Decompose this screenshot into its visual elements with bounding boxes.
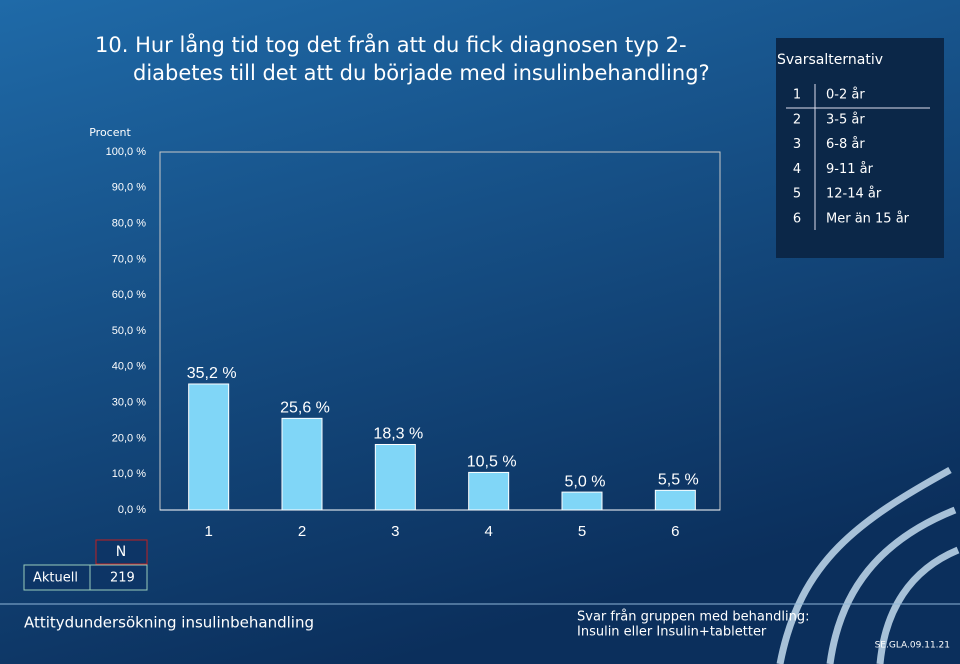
legend-panel [776, 38, 944, 258]
legend-label: Mer än 15 år [826, 212, 910, 227]
data-label: 10,5 % [467, 454, 517, 471]
legend-key: 1 [793, 88, 801, 103]
bar [281, 417, 323, 511]
x-tick-label: 4 [484, 523, 492, 540]
n-row [23, 564, 148, 591]
legend-key: 5 [793, 187, 801, 202]
y-tick-label: 0,0 % [118, 504, 146, 516]
bar [188, 383, 230, 511]
data-label: 18,3 % [373, 426, 423, 443]
y-tick-label: 70,0 % [112, 253, 146, 265]
y-tick-label: 80,0 % [112, 218, 146, 230]
n-header-cell [95, 539, 148, 565]
n-header: N [116, 544, 126, 560]
y-tick-label: 40,0 % [112, 361, 146, 373]
n-value: 219 [110, 571, 135, 586]
legend-key: 2 [793, 112, 801, 127]
legend-label: 9-11 år [826, 162, 874, 177]
y-tick-label: 90,0 % [112, 182, 146, 194]
y-tick-label: 50,0 % [112, 325, 146, 337]
y-axis-label: Procent [89, 126, 131, 139]
y-tick-label: 100,0 % [106, 146, 147, 158]
x-tick-label: 5 [578, 523, 586, 540]
legend-label: 0-2 år [826, 88, 865, 103]
y-tick-label: 60,0 % [112, 289, 146, 301]
x-tick-label: 6 [671, 523, 679, 540]
decoration [776, 466, 960, 664]
chart-title: diabetes till det att du började med ins… [133, 61, 710, 85]
x-tick-label: 1 [204, 523, 212, 540]
data-label: 35,2 % [187, 365, 237, 382]
bar [374, 443, 416, 511]
x-tick-label: 2 [298, 523, 306, 540]
legend-title: Svarsalternativ [777, 52, 883, 68]
y-tick-label: 30,0 % [112, 397, 146, 409]
legend-key: 3 [793, 137, 801, 152]
data-label: 25,6 % [280, 400, 330, 417]
legend-key: 4 [793, 162, 801, 177]
legend-key: 6 [793, 212, 801, 227]
data-label: 5,0 % [565, 473, 606, 490]
footer-right: Svar från gruppen med behandling: [577, 610, 809, 625]
n-row-label: Aktuell [33, 571, 78, 586]
y-tick-label: 20,0 % [112, 432, 146, 444]
bar [468, 471, 510, 511]
footer-left: Attitydundersökning insulinbehandling [24, 614, 314, 632]
chart-title: 10. Hur lång tid tog det från att du fic… [95, 32, 687, 57]
footer-right: Insulin eller Insulin+tabletter [577, 625, 767, 640]
bar [654, 489, 696, 511]
legend-label: 3-5 år [826, 112, 865, 127]
footer-code: SE.GLA.09.11.21 [875, 641, 950, 651]
data-label: 5,5 % [658, 472, 699, 489]
legend-label: 12-14 år [826, 187, 882, 202]
bar [561, 491, 603, 511]
legend-label: 6-8 år [826, 137, 865, 152]
y-tick-label: 10,0 % [112, 468, 146, 480]
x-tick-label: 3 [391, 523, 399, 540]
